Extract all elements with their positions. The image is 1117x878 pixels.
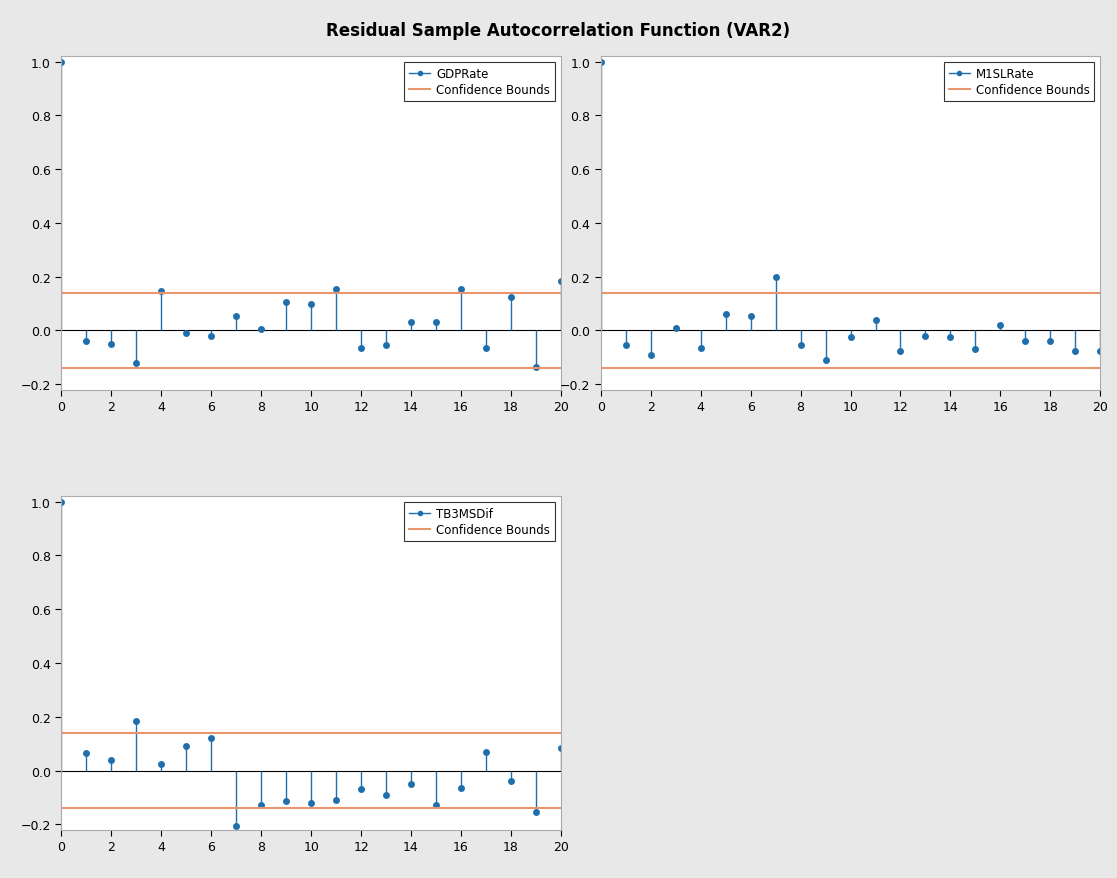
Legend: M1SLRate, Confidence Bounds: M1SLRate, Confidence Bounds — [944, 63, 1095, 102]
Legend: GDPRate, Confidence Bounds: GDPRate, Confidence Bounds — [404, 63, 555, 102]
Text: Residual Sample Autocorrelation Function (VAR2): Residual Sample Autocorrelation Function… — [326, 22, 791, 40]
Legend: TB3MSDif, Confidence Bounds: TB3MSDif, Confidence Bounds — [404, 502, 555, 542]
